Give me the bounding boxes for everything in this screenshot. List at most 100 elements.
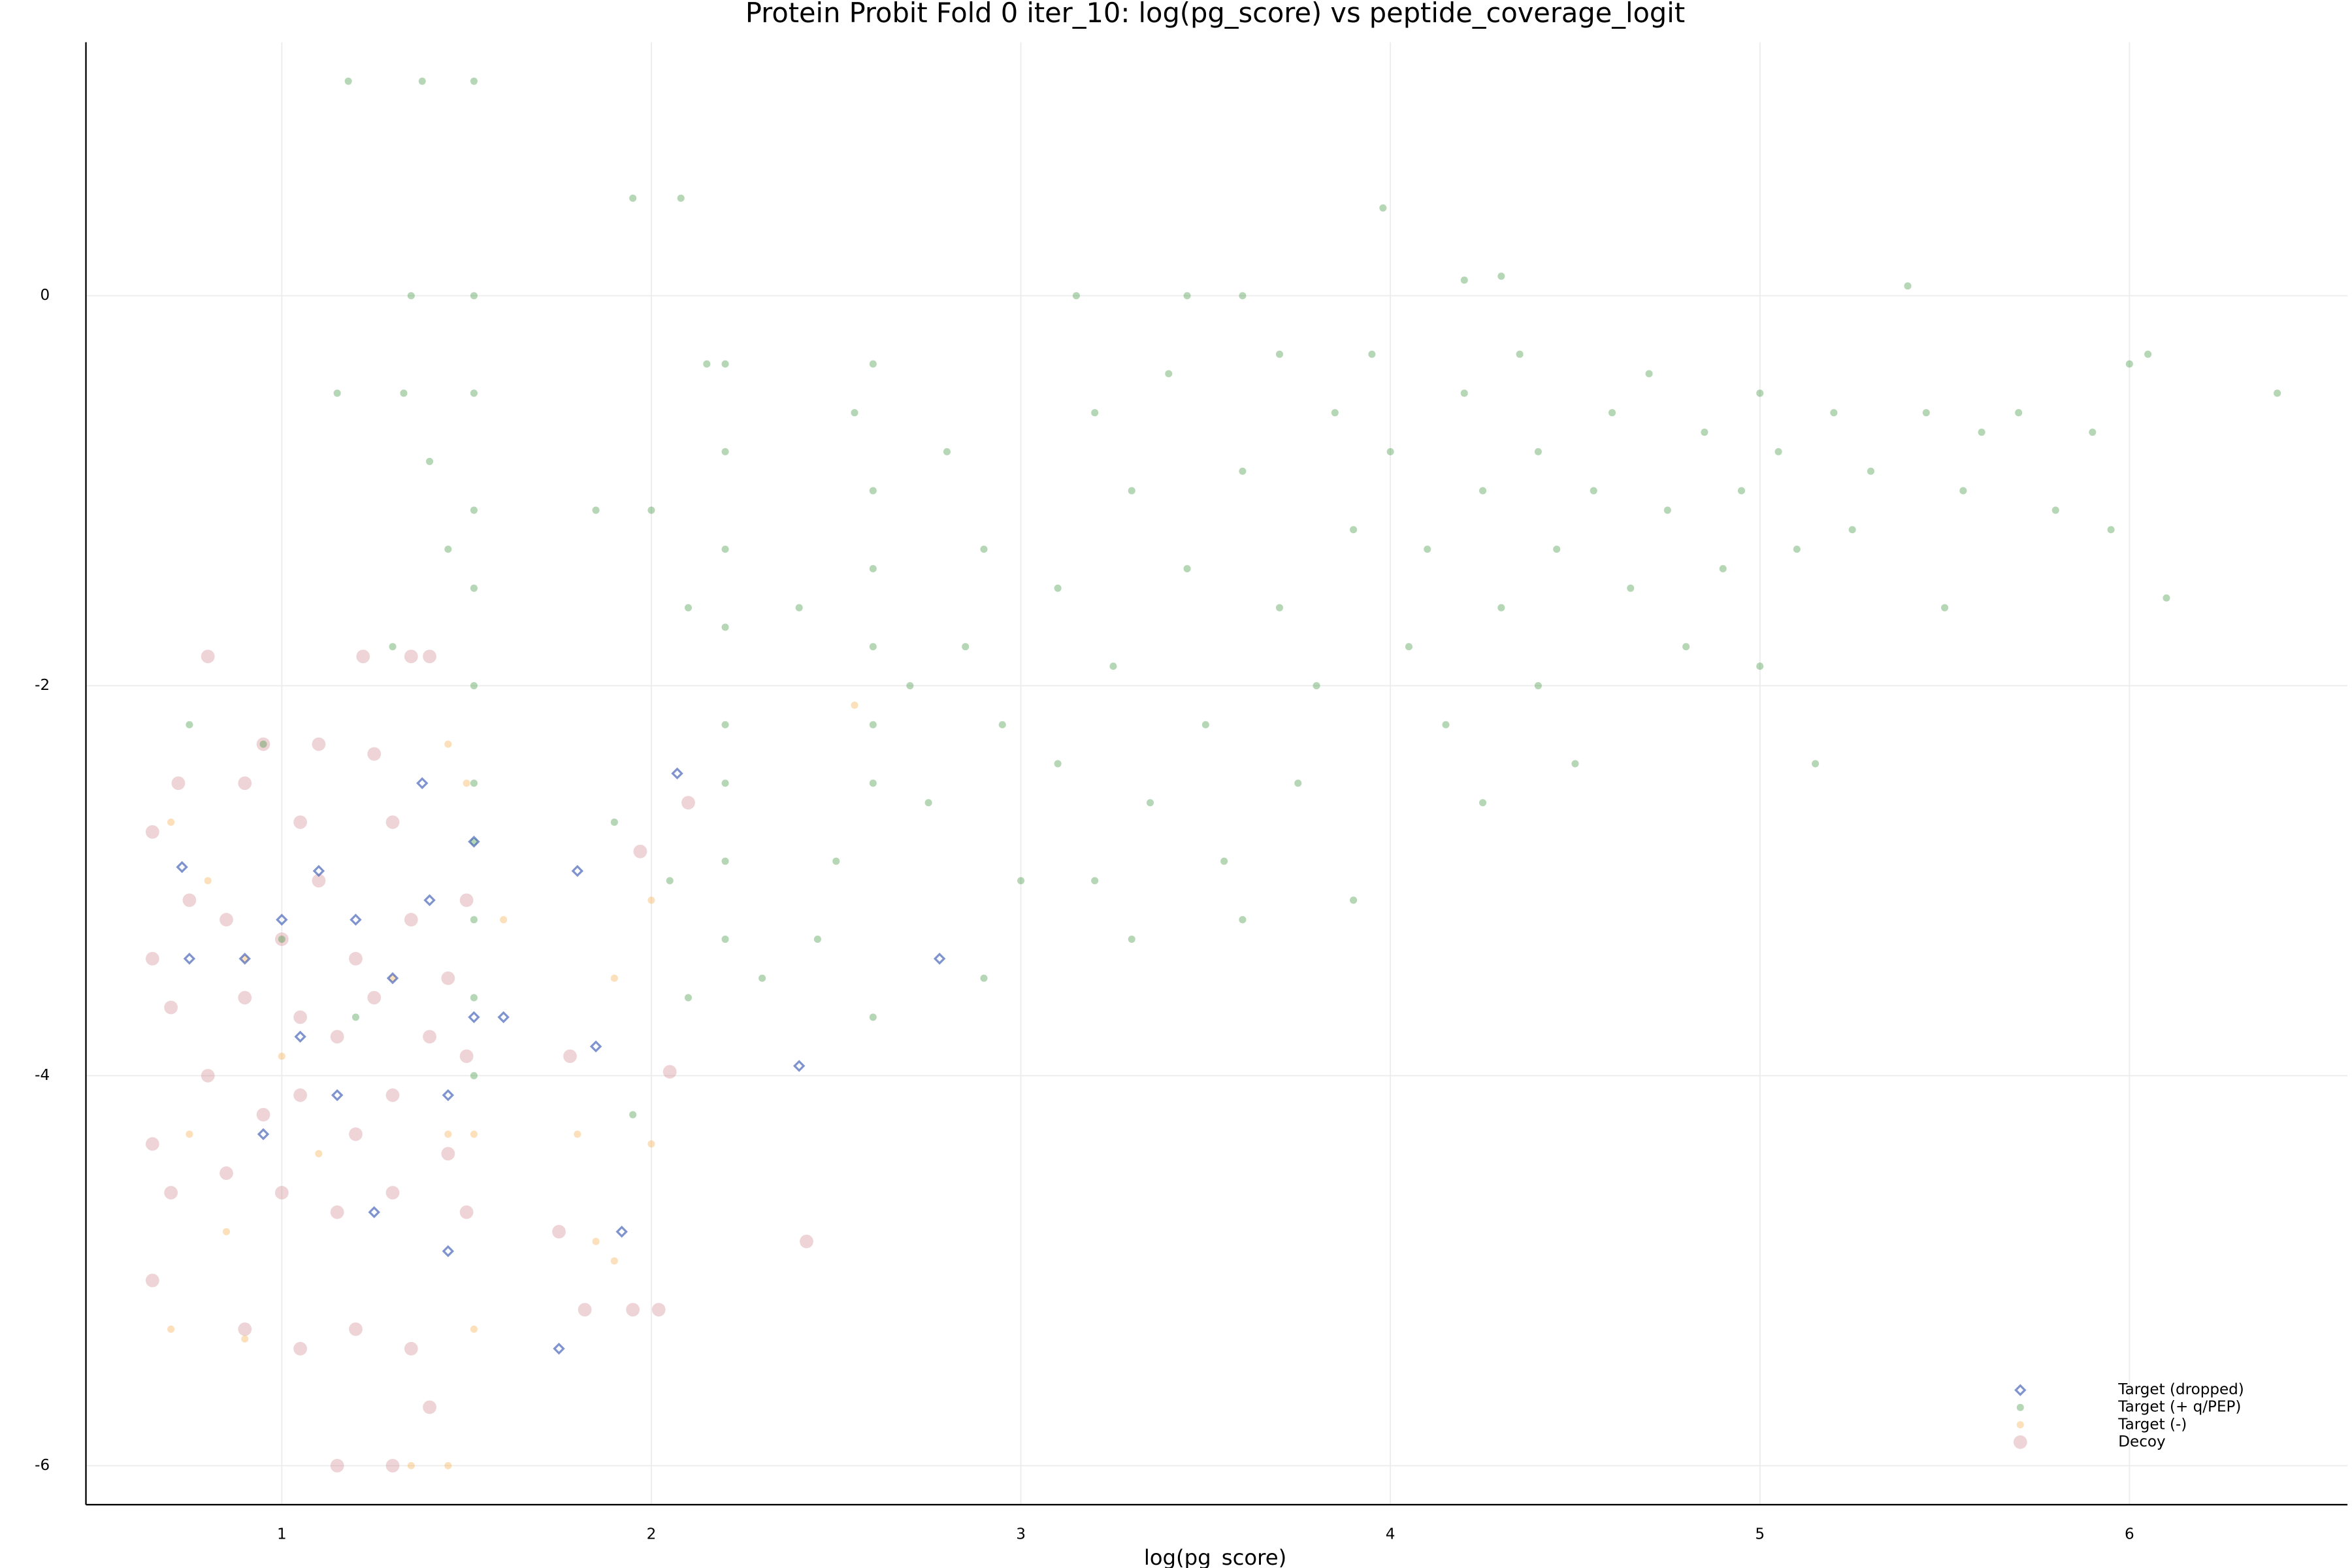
y-tick-label: 0 [40, 287, 50, 304]
x-tick-label: 6 [2125, 1526, 2134, 1543]
legend-marker [2016, 1403, 2024, 1411]
point [312, 864, 325, 877]
point [1239, 292, 1247, 300]
point [470, 292, 478, 300]
point [1959, 487, 1967, 495]
point [1368, 350, 1376, 358]
x-tick-label: 5 [1755, 1526, 1765, 1543]
point [459, 1049, 474, 1063]
point [1054, 760, 1062, 768]
point [677, 194, 685, 202]
point [906, 682, 914, 690]
point [312, 737, 326, 751]
point [312, 874, 326, 888]
point [1350, 526, 1358, 534]
point [1386, 448, 1394, 455]
point [441, 1147, 455, 1161]
point [721, 721, 729, 728]
point [367, 990, 382, 1005]
point [256, 737, 270, 751]
legend-label: Target (+ q/PEP) [2117, 1399, 2241, 1416]
y-tick-label: -6 [35, 1457, 50, 1474]
point [795, 604, 803, 612]
point [385, 1459, 400, 1473]
point [201, 649, 215, 664]
point [470, 506, 478, 514]
point [278, 936, 286, 943]
point [182, 893, 197, 907]
point [1645, 370, 1653, 378]
point [662, 1065, 677, 1079]
point [1091, 409, 1099, 417]
point [759, 974, 766, 982]
point [444, 740, 452, 748]
point [1590, 487, 1597, 495]
point [444, 546, 452, 553]
point [1146, 799, 1154, 807]
point [869, 643, 877, 651]
point [1460, 276, 1468, 284]
point [423, 1030, 436, 1044]
point [441, 971, 455, 985]
point [278, 1053, 286, 1060]
point [238, 1322, 252, 1336]
point [293, 1010, 307, 1024]
point [1183, 564, 1191, 572]
point [610, 818, 618, 826]
point [1479, 799, 1487, 807]
point [459, 893, 474, 907]
point [721, 546, 729, 553]
point [407, 292, 415, 300]
point [1756, 389, 1764, 397]
point [869, 487, 877, 495]
point [2015, 409, 2023, 417]
x-tick-label: 4 [1386, 1526, 1396, 1543]
point [1497, 604, 1505, 612]
point [330, 1205, 344, 1219]
point [385, 1088, 400, 1102]
point [186, 1130, 193, 1138]
point [2107, 526, 2115, 534]
x-tick-label: 1 [277, 1526, 287, 1543]
legend-marker [2013, 1435, 2027, 1449]
point [426, 457, 434, 465]
point [407, 1462, 415, 1469]
point [1424, 546, 1431, 553]
point [220, 1166, 233, 1181]
point [553, 1343, 565, 1355]
point [869, 564, 877, 572]
point [470, 994, 478, 1002]
point [470, 1130, 478, 1138]
point [962, 643, 970, 651]
point [164, 1000, 178, 1015]
point [145, 825, 159, 839]
point [404, 649, 418, 664]
point [368, 1206, 380, 1218]
point [1497, 272, 1505, 280]
point [349, 951, 363, 966]
point [351, 1013, 359, 1021]
point [1904, 282, 1912, 290]
point [924, 799, 932, 807]
point [145, 951, 159, 966]
x-tick-label: 2 [647, 1526, 657, 1543]
point [145, 1137, 159, 1151]
point [331, 1089, 344, 1102]
point [1663, 506, 1671, 514]
x-axis-label: log(pg_score) [1144, 1545, 1286, 1568]
point [330, 1459, 344, 1473]
point [2274, 389, 2281, 397]
point [1183, 292, 1191, 300]
point [1128, 487, 1135, 495]
point [2051, 506, 2059, 514]
point [1571, 760, 1579, 768]
point [1294, 779, 1302, 787]
point [2125, 360, 2133, 368]
legend-marker [2014, 1384, 2027, 1396]
series [167, 701, 858, 1469]
point [1627, 584, 1635, 592]
point [832, 857, 840, 865]
point [349, 1127, 363, 1141]
legend-label: Decoy [2118, 1433, 2165, 1450]
point [416, 777, 429, 789]
